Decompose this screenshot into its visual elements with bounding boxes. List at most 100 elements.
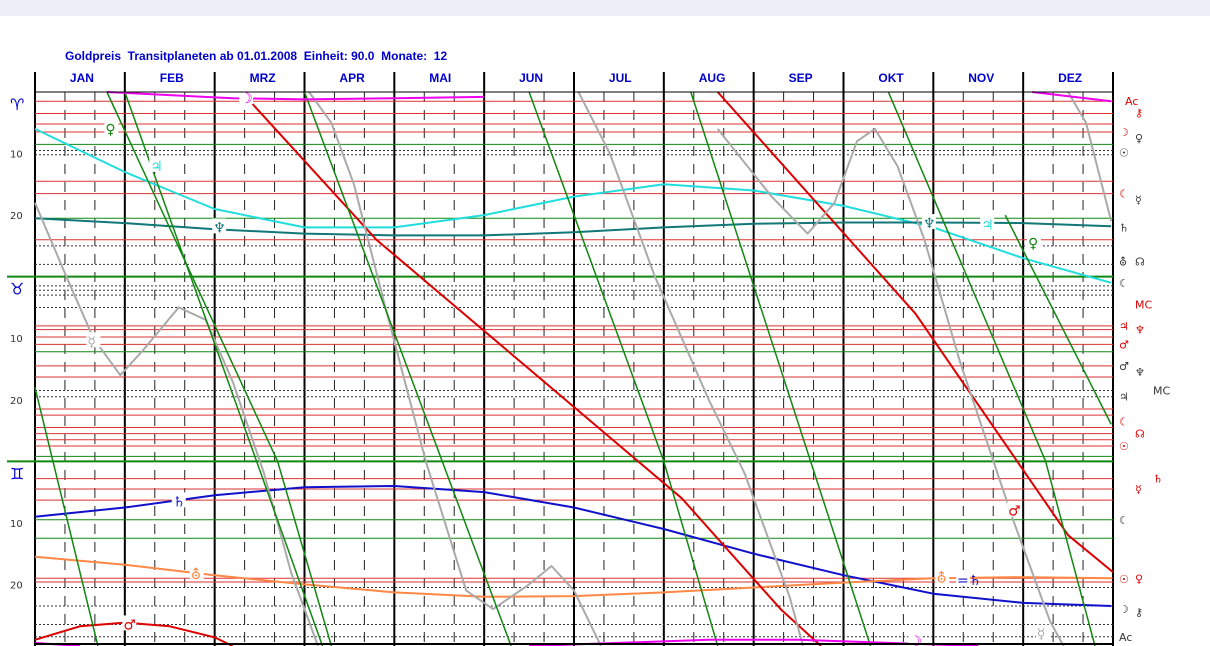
degree-label: 10 [10,334,23,345]
planet-label-bg [980,215,995,231]
month-label: JUN [519,71,543,85]
planet-series-line [240,91,822,646]
natal-point-label: ☉ [1119,440,1129,453]
natal-point-label: ☽ [1119,603,1129,616]
month-label: FEB [160,71,184,85]
planet-series-line [528,91,719,646]
natal-point-label: ☽ [1119,126,1129,139]
planet-glyph-label: ♆ [213,220,226,236]
degree-label: 20 [10,396,23,407]
natal-point-label: Ac [1125,95,1138,108]
planet-series-line [34,485,1112,607]
month-label: SEP [789,71,813,85]
planet-glyph-label: ♄ [173,494,186,510]
planet-series-line [34,202,319,646]
natal-point-label: ☾ [1119,514,1129,527]
natal-point-label: ♆ [1135,324,1145,337]
degree-label: 20 [10,211,23,222]
planet-label-bg [955,571,970,587]
planet-glyph-label: ☽ [909,634,922,646]
degree-label: 20 [10,580,23,591]
planet-label-bg [921,214,936,230]
planet-label-bg [122,615,137,631]
right-natal-labels: Ac⚷☽ ♀☉☾ ☿♄⛢ ☊☾MC♃ ♆♂♂ ♆♃ MC☾☊☉♄☿☾☉ ♀☽ ⚷Ac [1119,95,1170,644]
natal-point-label: ⛢ [1119,255,1127,268]
planet-label-bg [212,218,227,234]
planet-glyph-label: ♀ [1028,236,1038,252]
planet-label-bg [1035,624,1050,640]
month-label: MRZ [250,71,276,85]
planet-label-bg [104,119,119,135]
month-label: AUG [699,71,726,85]
planet-glyph-label: ☿ [87,334,96,350]
grid-layer [34,72,1114,646]
natal-point-label: ☿ [1135,194,1142,207]
natal-point-label: MC [1135,298,1152,311]
month-label: JAN [70,71,94,85]
planet-glyph-label: ♂ [123,617,136,633]
natal-point-label: ☾ [1119,415,1129,428]
planet-glyph-label: ⛢ [191,567,201,583]
natal-point-label: ☉ [1119,146,1129,159]
zodiac-sign-label: ♉ [10,280,24,299]
natal-point-label: ☉ [1119,573,1129,586]
month-label: APR [339,71,365,85]
natal-point-label: ♃ [1119,320,1129,333]
horizontal-aspect-lines [7,100,1113,638]
planet-series-line [1067,91,1113,222]
natal-point-label: ♄ [1153,473,1163,486]
month-label: OKT [878,71,904,85]
natal-point-label: ☿ [1135,483,1142,496]
natal-point-label: ♀ [1135,572,1143,585]
planet-labels-layer: ♀ ♃ ☽ ♃ ♀ ☿ ♆ ♆ ♄ ♂ ⛢ ⛢ =♄ ♂ ☽ ☿ [86,89,1050,646]
planet-series-line [1032,91,1112,103]
month-label: JUL [609,71,632,85]
planet-label-bg [171,492,186,508]
natal-point-label: ⚷ [1135,606,1143,619]
planet-label-bg [86,332,101,348]
natal-point-label: MC [1153,385,1170,398]
planet-glyph-label: =♄ [957,573,981,589]
planet-label-bg [1026,233,1041,249]
planet-glyph-label: ♂ [1008,504,1021,520]
planet-glyph-label: ♃ [150,159,163,175]
planet-label-bg [1007,501,1022,517]
planet-series-line [124,91,324,646]
planet-series-line [690,91,872,646]
planet-series-line [34,555,1112,598]
natal-point-label: ♄ [1119,221,1129,234]
month-label: DEZ [1058,71,1082,85]
axes-layer: JAN FEB MRZ APR MAI JUN JUL AUG SEP OKT NOV DEZ ♈ 10 2… [10,71,1113,645]
planet-series-line [308,91,602,646]
planet-glyph-label: ⛢ [936,571,946,587]
natal-point-label: ☾ [1119,277,1129,290]
natal-point-label: ♆ [1135,366,1145,379]
planet-label-bg [149,156,164,172]
planet-series-line [106,91,333,646]
chart-title: Goldpreis Transitplaneten ab 01.01.2008 … [65,49,448,63]
planet-glyph-label: ☽ [240,91,253,107]
planet-series-line [303,91,512,646]
planet-series-line [1004,214,1112,425]
month-label: NOV [968,71,994,85]
natal-point-label: ☊ [1135,255,1145,268]
planet-label-bg [189,564,204,580]
planet-series-line [887,91,1096,646]
degree-label: 10 [10,150,23,161]
natal-point-label: ☊ [1135,428,1145,441]
zodiac-sign-label: ♊ [10,464,24,483]
planet-glyph-label: ♆ [923,216,936,232]
planet-series-line [716,127,1065,646]
top-toolbar-strip [0,0,1210,16]
planet-label-bg [908,632,923,646]
natal-point-label: ♂ [1119,360,1129,373]
planet-series-line [716,91,1114,573]
month-label: MAI [429,71,451,85]
natal-point-label: ♂ [1119,338,1129,351]
zodiac-sign-label: ♈ [10,95,24,114]
planet-glyph-label: ♀ [105,122,115,138]
planet-series-line [577,91,805,646]
planet-glyph-label: ☿ [1037,627,1046,643]
natal-point-label: Ac [1119,631,1132,644]
